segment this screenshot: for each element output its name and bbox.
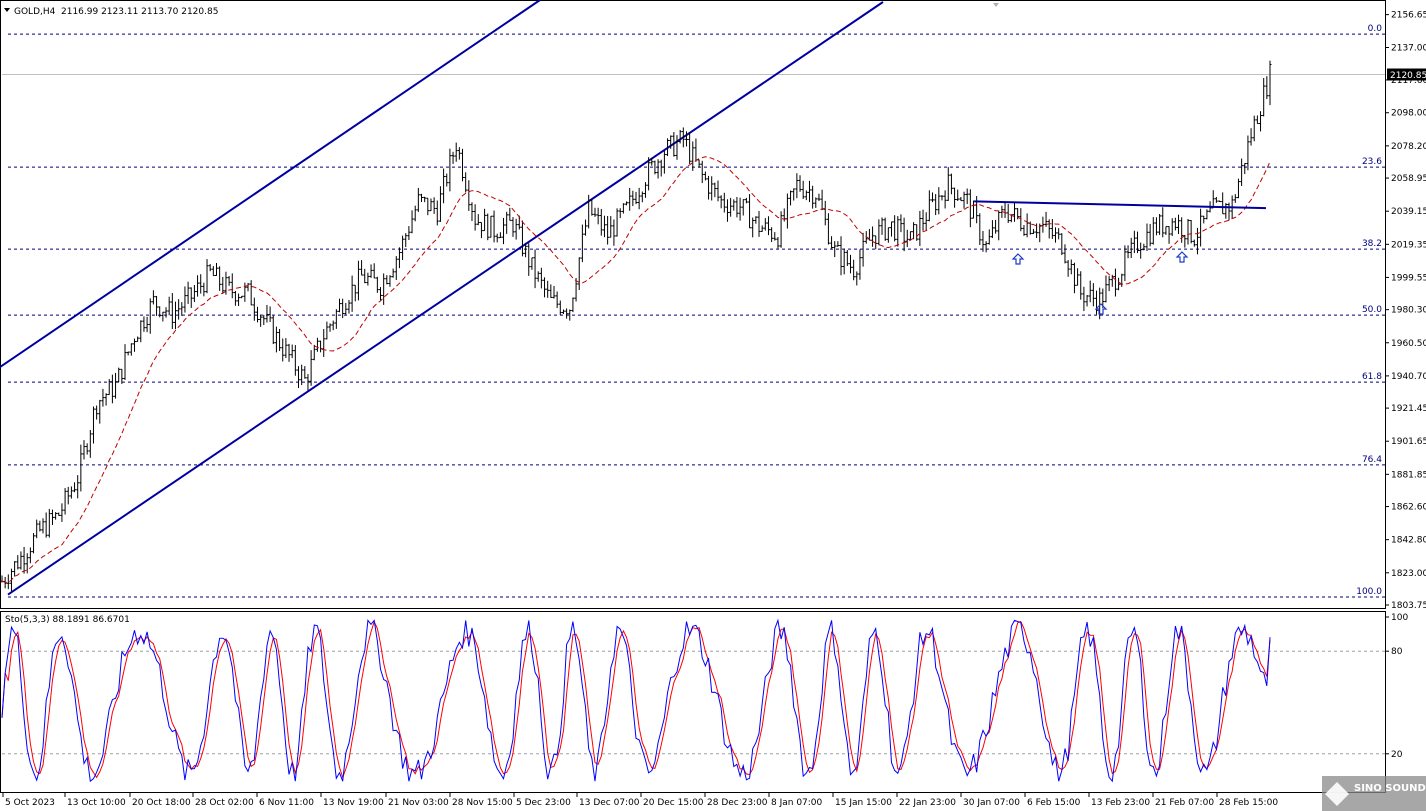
price-channel: [0, 0, 884, 596]
candlesticks: [0, 60, 1272, 592]
y-tick-label: 1803.75: [1391, 601, 1426, 611]
price-axis: 2156.65 2137.00 2117.60 2098.00 2078.20 2058.…: [1385, 11, 1426, 611]
up-arrow-icon: [1011, 253, 1025, 265]
x-tick-label: 13 Oct 10:00: [67, 798, 126, 808]
y-tick-label: 1960.50: [1391, 339, 1426, 349]
price-panel: [0, 0, 1386, 609]
x-tick-label: 28 Feb 15:00: [1219, 798, 1278, 808]
y-tick-label: 2156.65: [1391, 11, 1426, 21]
scroll-marker-icon[interactable]: [993, 3, 999, 7]
watermark-text: SINO SOUND: [1354, 783, 1426, 794]
horizontal-resistance-line: [974, 200, 1267, 210]
time-axis: 5 Oct 2023 13 Oct 10:00 20 Oct 18:00 28 Oct…: [2, 793, 1278, 808]
stoch-tick-label: 20: [1391, 750, 1403, 760]
x-tick-label: 21 Feb 07:00: [1155, 798, 1214, 808]
y-tick-label: 2019.35: [1391, 240, 1426, 250]
ohlc-values: 2116.99 2123.11 2113.70 2120.85: [61, 7, 218, 17]
y-tick-label: 2078.20: [1391, 142, 1426, 152]
current-price-label: 2120.85: [1390, 71, 1426, 81]
up-arrow-icon: [1175, 251, 1189, 263]
x-tick-label: 20 Oct 18:00: [132, 798, 191, 808]
fib-label: 100.0: [1356, 587, 1382, 597]
fib-label: 23.6: [1362, 157, 1382, 167]
x-tick-label: 6 Feb 15:00: [1027, 798, 1081, 808]
x-tick-label: 8 Jan 07:00: [771, 798, 823, 808]
stoch-panel: [0, 611, 1386, 793]
up-arrow-icon: [1094, 303, 1108, 315]
y-tick-label: 2058.95: [1391, 174, 1426, 184]
y-tick-label: 1921.45: [1391, 404, 1426, 414]
y-tick-label: 1823.00: [1391, 569, 1426, 579]
fibonacci-levels: 0.0 23.6 38.2 50.0 61.8 76.4 100.0: [8, 24, 1385, 598]
x-tick-label: 13 Dec 07:00: [579, 798, 640, 808]
stoch-levels: [2, 650, 1385, 755]
x-tick-label: 28 Nov 15:00: [452, 798, 513, 808]
x-tick-label: 5 Dec 23:00: [516, 798, 571, 808]
y-tick-label: 1980.30: [1391, 306, 1426, 316]
y-tick-label: 2039.15: [1391, 207, 1426, 217]
channel-lower-line: [7, 1, 884, 596]
x-tick-label: 22 Jan 23:00: [899, 798, 956, 808]
up-arrows: [1011, 251, 1189, 315]
fib-label: 50.0: [1362, 305, 1382, 315]
y-tick-label: 1842.80: [1391, 536, 1426, 546]
x-tick-label: 13 Nov 19:00: [323, 798, 384, 808]
symbol-label: GOLD,H4: [14, 7, 56, 17]
fib-label: 0.0: [1368, 24, 1383, 34]
stoch-tick-label: 100: [1391, 613, 1408, 623]
x-tick-label: 13 Feb 23:00: [1091, 798, 1150, 808]
stoch-tick-label: 80: [1391, 647, 1403, 657]
moving-average-line: [1, 156, 1271, 584]
x-tick-label: 28 Dec 23:00: [707, 798, 768, 808]
fib-label: 38.2: [1362, 239, 1382, 249]
y-tick-label: 2098.00: [1391, 109, 1426, 119]
y-tick-label: 1901.65: [1391, 437, 1426, 447]
y-tick-label: 1881.85: [1391, 470, 1426, 480]
y-tick-label: 2137.00: [1391, 43, 1426, 53]
current-price-tag: [1387, 68, 1426, 81]
x-tick-label: 15 Jan 15:00: [835, 798, 892, 808]
stoch-main-line: [1, 618, 1271, 783]
channel-upper-line: [0, 0, 541, 368]
x-tick-label: 6 Nov 11:00: [259, 798, 314, 808]
watermark: SINO SOUND: [1322, 776, 1426, 811]
x-tick-label: 30 Jan 07:00: [963, 798, 1020, 808]
chevron-down-icon[interactable]: [4, 8, 10, 12]
y-tick-label: 1999.55: [1391, 273, 1426, 283]
stoch-header: Sto(5,3,3) 88.1891 86.6701: [5, 615, 130, 625]
fib-label: 76.4: [1362, 455, 1382, 465]
logo-icon: [1325, 782, 1349, 806]
x-tick-label: 28 Oct 02:00: [195, 798, 254, 808]
fib-label: 61.8: [1362, 372, 1382, 382]
x-tick-label: 5 Oct 2023: [5, 798, 55, 808]
stoch-signal-line: [1, 620, 1271, 779]
y-tick-label: 1862.60: [1391, 503, 1426, 513]
x-tick-label: 20 Dec 15:00: [643, 798, 704, 808]
stoch-axis: 100 80 20: [1385, 613, 1408, 760]
y-tick-label: 2117.60: [1391, 76, 1426, 86]
x-tick-label: 21 Nov 03:00: [388, 798, 449, 808]
y-tick-label: 1940.70: [1391, 372, 1426, 382]
